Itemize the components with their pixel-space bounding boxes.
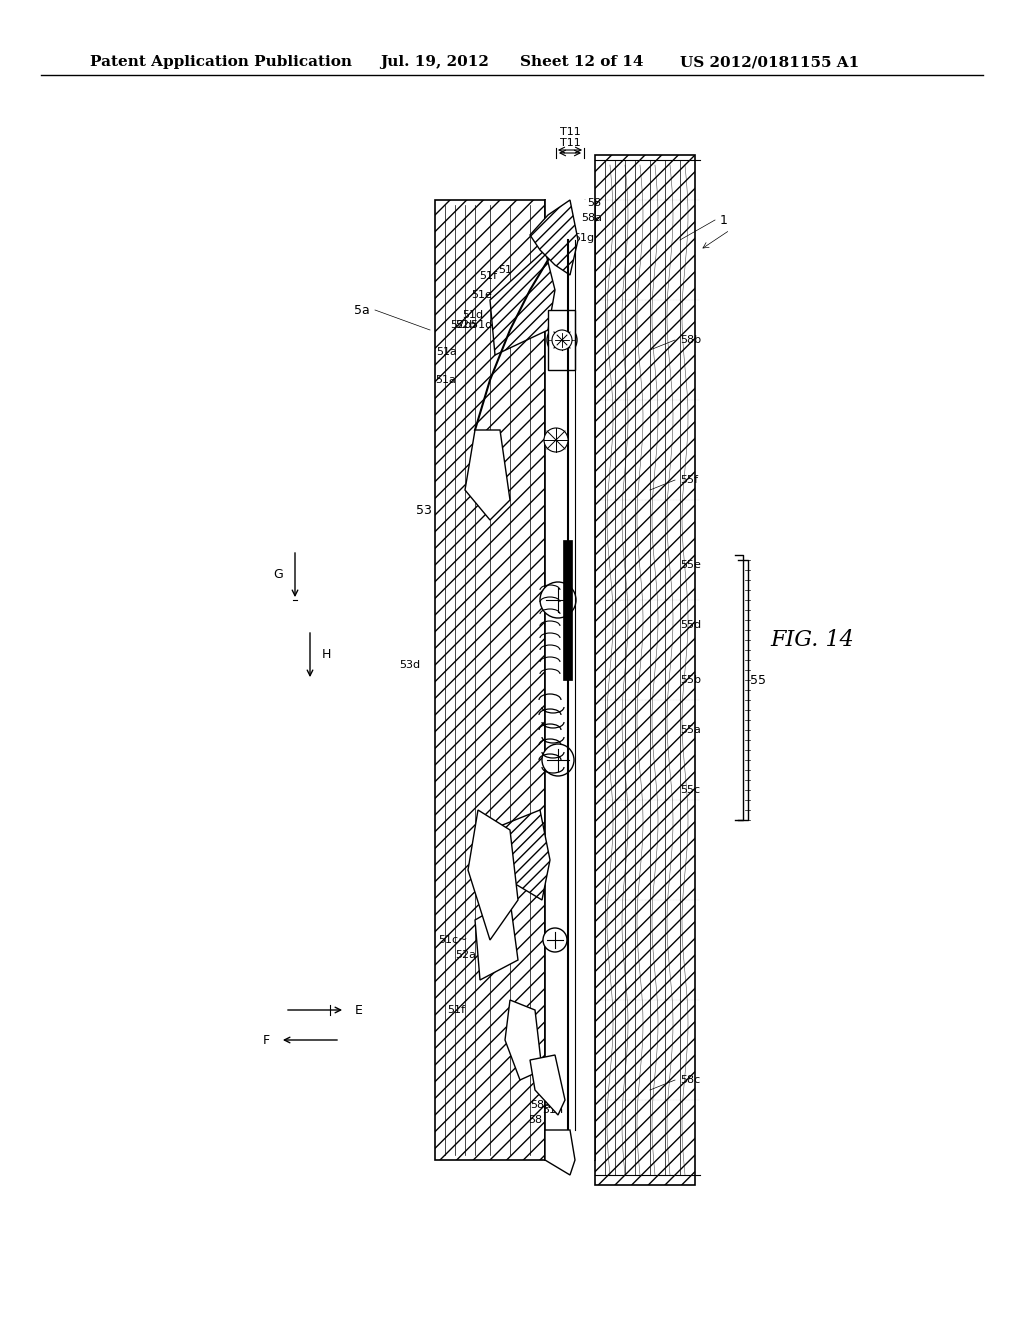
Polygon shape <box>475 900 518 979</box>
Text: 51f: 51f <box>479 271 497 281</box>
Text: 51g: 51g <box>573 234 594 243</box>
Text: T11: T11 <box>560 127 581 137</box>
Text: 58a: 58a <box>581 213 602 223</box>
Polygon shape <box>505 1001 542 1080</box>
Circle shape <box>540 582 575 618</box>
Text: 51: 51 <box>498 265 512 275</box>
Text: Sheet 12 of 14: Sheet 12 of 14 <box>520 55 643 69</box>
Text: 53: 53 <box>416 503 432 516</box>
Text: 51d: 51d <box>462 310 483 319</box>
Text: T11: T11 <box>560 139 581 148</box>
Polygon shape <box>595 154 695 1185</box>
Polygon shape <box>465 430 510 520</box>
Text: 58b: 58b <box>680 335 701 345</box>
Text: H: H <box>322 648 332 661</box>
Circle shape <box>547 325 577 355</box>
Text: 55: 55 <box>750 673 766 686</box>
Text: 52b51d: 52b51d <box>450 319 493 330</box>
Polygon shape <box>548 310 575 370</box>
Polygon shape <box>490 249 555 355</box>
Circle shape <box>542 744 574 776</box>
Polygon shape <box>548 224 572 271</box>
Text: FIG. 14: FIG. 14 <box>770 630 854 651</box>
Polygon shape <box>468 810 518 940</box>
Text: 5a: 5a <box>354 304 370 317</box>
Polygon shape <box>563 540 572 680</box>
Text: 54a: 54a <box>514 282 535 293</box>
Text: F: F <box>263 1034 270 1047</box>
Text: G: G <box>273 569 283 582</box>
Text: 53d: 53d <box>399 660 420 671</box>
Text: 58a: 58a <box>530 1100 551 1110</box>
Text: Patent Application Publication: Patent Application Publication <box>90 55 352 69</box>
Text: 55c: 55c <box>680 785 700 795</box>
Text: 52b: 52b <box>455 319 476 330</box>
Text: 51c~: 51c~ <box>438 935 467 945</box>
Text: 55d: 55d <box>680 620 701 630</box>
Text: 1: 1 <box>720 214 728 227</box>
Polygon shape <box>530 201 578 275</box>
Text: 58: 58 <box>528 1115 542 1125</box>
Text: 55f: 55f <box>680 475 698 484</box>
Circle shape <box>544 428 568 451</box>
Text: Jul. 19, 2012: Jul. 19, 2012 <box>380 55 488 69</box>
Text: 55b: 55b <box>680 675 701 685</box>
Polygon shape <box>490 810 550 900</box>
Circle shape <box>552 330 572 350</box>
Polygon shape <box>530 1055 565 1115</box>
Polygon shape <box>545 201 595 1160</box>
Text: 58c: 58c <box>680 1074 700 1085</box>
Text: 51a: 51a <box>436 347 457 356</box>
Polygon shape <box>435 201 545 1160</box>
Text: US 2012/0181155 A1: US 2012/0181155 A1 <box>680 55 859 69</box>
Text: 52a: 52a <box>455 950 476 960</box>
Text: 58: 58 <box>587 198 601 209</box>
Text: 51e: 51e <box>471 290 492 300</box>
Circle shape <box>543 928 567 952</box>
Polygon shape <box>545 1130 575 1175</box>
Text: 55a: 55a <box>680 725 700 735</box>
Text: 51h: 51h <box>542 1105 563 1115</box>
Text: 51f: 51f <box>447 1005 465 1015</box>
Text: E: E <box>355 1003 362 1016</box>
Text: 51a: 51a <box>435 375 456 385</box>
Text: 55e: 55e <box>680 560 700 570</box>
